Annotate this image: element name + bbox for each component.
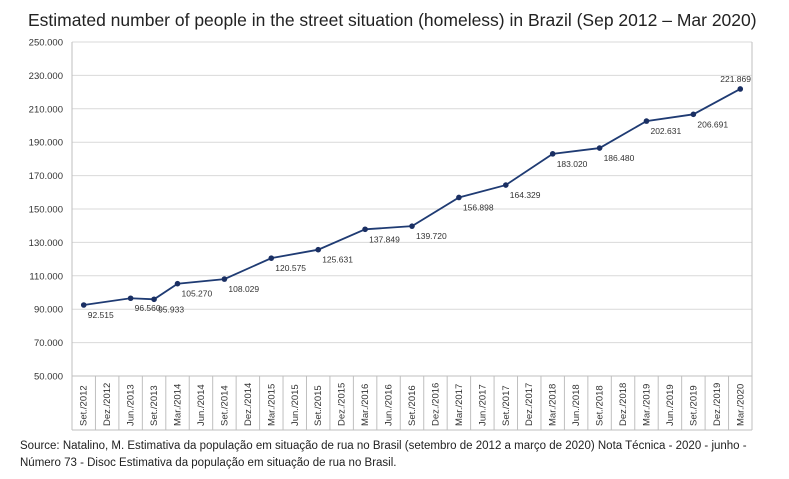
x-tick-label: Set./2014	[219, 385, 230, 426]
data-label: 139.720	[416, 231, 447, 241]
y-tick-label: 250.000	[29, 38, 63, 49]
y-tick-label: 110.000	[29, 271, 63, 282]
data-point	[362, 226, 368, 233]
data-point	[127, 295, 134, 302]
data-point	[502, 182, 509, 188]
x-tick-label: Jun./2017	[477, 384, 488, 426]
data-label: 164.329	[510, 190, 541, 200]
series-line	[83, 88, 741, 306]
x-axis: Set./2012 Dez./2012 Jun./2013 Set./2013 Mar.…	[79, 383, 747, 426]
y-tick-label: 70.000	[34, 338, 63, 349]
data-point	[690, 111, 697, 118]
x-tick-label: Mar./2014	[173, 384, 184, 426]
x-tick-label: Jun./2013	[126, 384, 137, 426]
data-label: 96.560	[135, 303, 161, 313]
data-label: 105.270	[182, 289, 213, 299]
data-label: 156.898	[463, 202, 494, 212]
x-tick-label: Mar./2017	[454, 384, 465, 426]
x-tick-label: Jun./2019	[665, 384, 676, 426]
data-label: 95.933	[158, 304, 184, 314]
data-label: 92.515	[88, 310, 114, 320]
x-tick-label: Mar./2016	[360, 384, 371, 426]
source-note: Source: Natalino, M. Estimativa da popul…	[20, 440, 747, 469]
gridlines	[71, 41, 753, 431]
x-tick-label: Dez./2012	[102, 383, 113, 426]
data-point	[549, 151, 556, 157]
data-label: 120.575	[275, 263, 306, 273]
data-label: 221.869	[720, 74, 751, 84]
x-tick-label: Set./2016	[407, 385, 418, 426]
y-tick-label: 210.000	[29, 104, 63, 115]
x-tick-label: Jun./2018	[571, 384, 582, 426]
data-point	[151, 296, 157, 303]
data-point	[80, 302, 87, 308]
y-tick-label: 190.000	[29, 138, 63, 149]
x-tick-label: Set./2018	[595, 385, 606, 426]
x-tick-label: Mar./2015	[266, 384, 277, 426]
x-tick-label: Dez./2019	[712, 383, 723, 426]
data-point	[456, 194, 462, 201]
x-tick-label: Set./2013	[149, 385, 160, 426]
data-point	[174, 280, 181, 287]
data-point	[221, 276, 228, 282]
data-label: 186.480	[604, 153, 635, 163]
data-label: 202.631	[650, 126, 681, 136]
data-label: 183.020	[557, 159, 588, 169]
y-tick-label: 170.000	[29, 171, 63, 182]
x-tick-label: Dez./2015	[337, 383, 348, 426]
data-point	[268, 255, 275, 261]
x-tick-label: Dez./2017	[524, 383, 535, 426]
x-tick-label: Dez./2018	[618, 383, 629, 426]
x-tick-label: Dez./2014	[243, 383, 254, 426]
y-axis: 50.000 70.000 90.000 110.000 130.000 150.000 1…	[29, 38, 63, 383]
data-point	[737, 86, 744, 92]
data-label: 108.029	[228, 284, 259, 294]
x-tick-label: Set./2019	[688, 385, 699, 426]
data-label: 125.631	[322, 255, 353, 265]
x-tick-label: Jun./2015	[290, 384, 301, 426]
x-tick-label: Jun./2016	[384, 384, 395, 426]
data-label: 206.691	[697, 119, 728, 129]
x-tick-label: Mar./2018	[548, 384, 559, 426]
y-tick-label: 130.000	[29, 238, 63, 249]
data-point	[409, 223, 415, 229]
x-tick-label: Jun./2014	[196, 384, 207, 426]
series-homeless-estimate	[80, 86, 744, 308]
x-tick-label: Dez./2016	[430, 383, 441, 426]
x-tick-label: Set./2012	[79, 385, 90, 426]
x-tick-label: Mar./2020	[735, 384, 746, 426]
y-tick-label: 150.000	[29, 205, 63, 216]
x-tick-label: Set./2015	[313, 385, 324, 426]
data-label: 137.849	[369, 234, 400, 244]
data-point	[315, 246, 322, 253]
y-tick-label: 230.000	[29, 71, 63, 82]
x-tick-label: Set./2017	[501, 385, 512, 426]
data-point	[643, 118, 650, 124]
x-tick-label: Mar./2019	[641, 384, 652, 426]
y-tick-label: 90.000	[34, 305, 63, 316]
chart-title: Estimated number of people in the street…	[28, 10, 757, 30]
data-point	[596, 145, 603, 151]
y-tick-label: 50.000	[34, 372, 63, 383]
